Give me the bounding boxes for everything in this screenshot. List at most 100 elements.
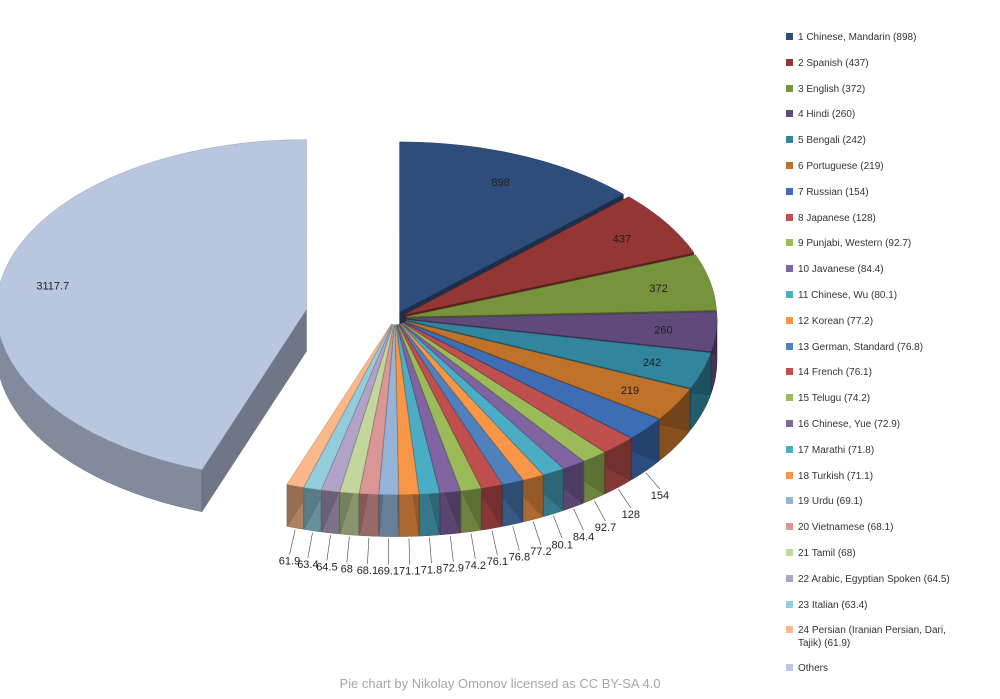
legend-label: 8 Japanese (128) <box>798 212 876 224</box>
legend-label: 15 Telugu (74.2) <box>798 393 871 405</box>
pie-slice <box>378 324 399 537</box>
legend-item: 14 French (76.1) <box>786 366 963 379</box>
data-label: 76.1 <box>487 556 508 568</box>
legend-item: 23 Italian (63.4) <box>786 599 963 612</box>
legend-label: 18 Turkish (71.1) <box>798 470 874 482</box>
legend-swatch <box>786 664 793 672</box>
leader-line <box>532 521 542 546</box>
legend-swatch <box>786 523 793 531</box>
legend-item: 24 Persian (Iranian Persian, Dari, Tajik… <box>786 624 963 650</box>
data-label: 437 <box>613 234 631 246</box>
legend-swatch <box>786 136 793 144</box>
legend-label: 13 German, Standard (76.8) <box>798 341 924 353</box>
legend-swatch <box>786 58 793 66</box>
legend-item: 15 Telugu (74.2) <box>786 392 963 405</box>
legend-item: 6 Portuguese (219) <box>786 160 963 173</box>
data-label: 128 <box>622 509 640 521</box>
legend-item: 5 Bengali (242) <box>786 134 963 147</box>
pie-slice-top <box>321 324 393 493</box>
pie-slice <box>395 324 420 537</box>
data-label: 68.1 <box>357 565 378 577</box>
pie-slice-top <box>286 324 392 488</box>
leader-line <box>307 532 313 558</box>
data-labels: 898 437 372 260 242 219 154 128 92.784.480.177.2… <box>36 177 672 577</box>
leader-line <box>289 529 296 555</box>
leader-line <box>429 537 432 564</box>
legend-swatch <box>786 84 793 92</box>
legend-item: 16 Chinese, Yue (72.9) <box>786 418 963 431</box>
legend-swatch <box>786 162 793 169</box>
leader-line <box>491 530 498 556</box>
pie-slice-top <box>401 323 584 469</box>
legend-swatch <box>786 239 793 247</box>
leader-line <box>645 472 661 490</box>
data-label: 260 <box>654 325 672 337</box>
legend-label: 24 Persian (Iranian Persian, Dari, Tajik… <box>798 625 946 650</box>
credit-text: Pie chart by Nikolay Omonov licensed as … <box>339 676 661 691</box>
pie-slice-top <box>398 324 503 489</box>
pie-slice-top <box>339 324 394 494</box>
legend-label: 23 Italian (63.4) <box>798 599 868 611</box>
pie-slice-top <box>359 324 395 495</box>
pie-slice-top <box>378 324 399 495</box>
pie-slice-top <box>400 323 564 475</box>
leader-line <box>449 535 454 562</box>
legend-item: 1 Chinese, Mandarin (898) <box>786 31 963 44</box>
legend-label: 20 Vietnamese (68.1) <box>798 522 894 534</box>
legend-swatch <box>786 33 793 40</box>
legend-label: 22 Arabic, Egyptian Spoken (64.5) <box>798 573 950 585</box>
legend-label: 19 Urdu (69.1) <box>798 496 863 508</box>
legend-item: 18 Turkish (71.1) <box>786 470 963 483</box>
legend-swatch <box>786 420 793 427</box>
legend-swatch <box>786 265 793 273</box>
leader-line <box>573 508 584 531</box>
data-label: 64.5 <box>316 562 337 574</box>
data-label: 92.7 <box>595 522 616 534</box>
pie-slice-top <box>303 324 393 491</box>
pie-slice-top <box>396 324 461 494</box>
legend-swatch <box>786 291 793 298</box>
legend-label: 14 French (76.1) <box>798 367 872 379</box>
data-label: 154 <box>651 490 669 502</box>
pie-slice-top <box>399 323 524 485</box>
data-label: 61.9 <box>279 556 300 568</box>
data-label: 898 <box>491 177 509 189</box>
pie-slice <box>0 139 307 513</box>
legend-swatch <box>786 600 793 608</box>
legend-item: 8 Japanese (128) <box>786 212 963 225</box>
data-label: 76.8 <box>509 552 530 564</box>
data-label: 74.2 <box>465 560 486 572</box>
legend-item: 9 Punjabi, Western (92.7) <box>786 237 963 250</box>
legend-label: Others <box>798 663 829 675</box>
data-label: 63.4 <box>297 559 318 571</box>
data-label: 80.1 <box>551 539 572 551</box>
legend-item: 7 Russian (154) <box>786 186 963 199</box>
data-label: 68 <box>341 564 353 576</box>
data-label: 372 <box>649 283 667 295</box>
legend-label: 4 Hindi (260) <box>798 109 856 121</box>
legend-label: 2 Spanish (437) <box>798 57 869 69</box>
pie-slice-top <box>404 196 695 315</box>
pie-slices <box>0 139 718 537</box>
legend-label: 3 English (372) <box>798 83 866 95</box>
legend-label: 1 Chinese, Mandarin (898) <box>798 32 917 43</box>
pie-slice-top <box>405 320 690 419</box>
pie-slice-top <box>399 323 544 481</box>
data-label: 71.8 <box>421 564 442 576</box>
leader-line <box>594 500 606 522</box>
leader-line <box>512 526 520 551</box>
legend-swatch <box>786 187 793 195</box>
legend-item: 17 Marathi (71.8) <box>786 444 963 457</box>
data-label: 72.9 <box>443 563 464 575</box>
data-label: 77.2 <box>530 546 551 558</box>
legend-item: 13 German, Standard (76.8) <box>786 341 963 354</box>
leader-line <box>618 489 632 509</box>
data-label: 71.1 <box>399 565 420 577</box>
legend-swatch <box>786 445 793 453</box>
data-label: 3117.7 <box>36 281 69 293</box>
legend-swatch <box>786 110 793 118</box>
leader-line <box>367 537 370 564</box>
legend-label: 16 Chinese, Yue (72.9) <box>798 419 901 430</box>
legend-swatch <box>786 497 793 505</box>
legend-swatch <box>786 394 793 402</box>
